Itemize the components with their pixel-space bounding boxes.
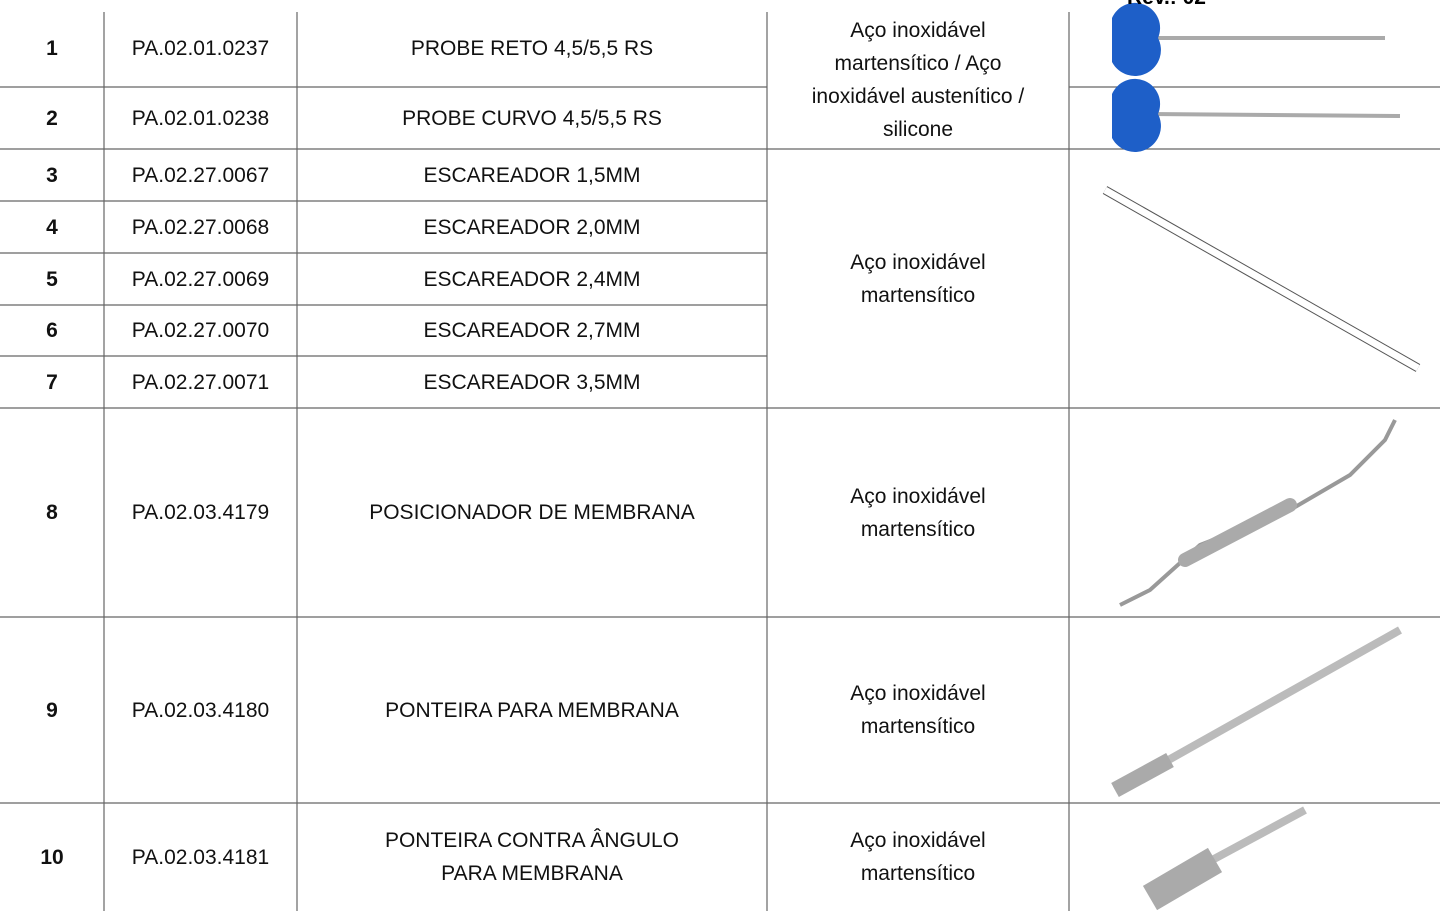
product-code: PA.02.27.0070	[131, 319, 270, 342]
product-name: POSICIONADOR DE MEMBRANA	[369, 501, 695, 524]
product-name: ESCAREADOR 2,7MM	[423, 319, 641, 342]
product-name: ESCAREADOR 2,0MM	[423, 215, 641, 239]
instrument-images	[1102, 2, 1421, 911]
product-name: PONTEIRA PARA MEMBRANA	[385, 698, 679, 722]
row-number: 6	[46, 319, 58, 342]
product-code: PA.02.27.0069	[131, 267, 270, 291]
row-number: 10	[40, 845, 64, 869]
product-code: PA.02.27.0067	[131, 163, 270, 187]
material: Aço inoxidável martensítico	[850, 250, 986, 307]
product-code: PA.02.27.0068	[131, 215, 270, 239]
material: Aço inoxidável martensítico / Aço inoxid…	[811, 18, 1025, 141]
row-number: 2	[46, 106, 58, 130]
product-code: PA.02.01.0237	[131, 37, 270, 60]
product-code: PA.02.01.0238	[131, 106, 270, 130]
product-code: PA.02.03.4180	[131, 698, 270, 722]
row-number: 7	[46, 370, 58, 394]
row-number: 8	[46, 501, 58, 524]
product-name: ESCAREADOR 3,5MM	[423, 370, 641, 394]
product-code: PA.02.03.4181	[131, 845, 270, 869]
material: Aço inoxidável martensítico	[850, 829, 986, 885]
product-name: PONTEIRA CONTRA ÂNGULO PARA MEMBRANA	[384, 829, 680, 885]
product-name: ESCAREADOR 1,5MM	[423, 163, 641, 187]
material: Aço inoxidável martensítico	[850, 484, 986, 541]
row-number: 5	[46, 267, 58, 291]
row-number: 3	[46, 163, 58, 187]
material: Aço inoxidável martensítico	[850, 682, 986, 738]
product-code: PA.02.03.4179	[131, 501, 270, 524]
row-number: 9	[46, 698, 58, 722]
product-code: PA.02.27.0071	[131, 370, 270, 394]
product-name: PROBE CURVO 4,5/5,5 RS	[402, 106, 662, 130]
row-number: 1	[46, 37, 58, 60]
product-name: ESCAREADOR 2,4MM	[423, 267, 641, 291]
product-name: PROBE RETO 4,5/5,5 RS	[410, 37, 654, 60]
row-number: 4	[46, 215, 58, 239]
revision: Rev.: 02	[1127, 0, 1206, 10]
